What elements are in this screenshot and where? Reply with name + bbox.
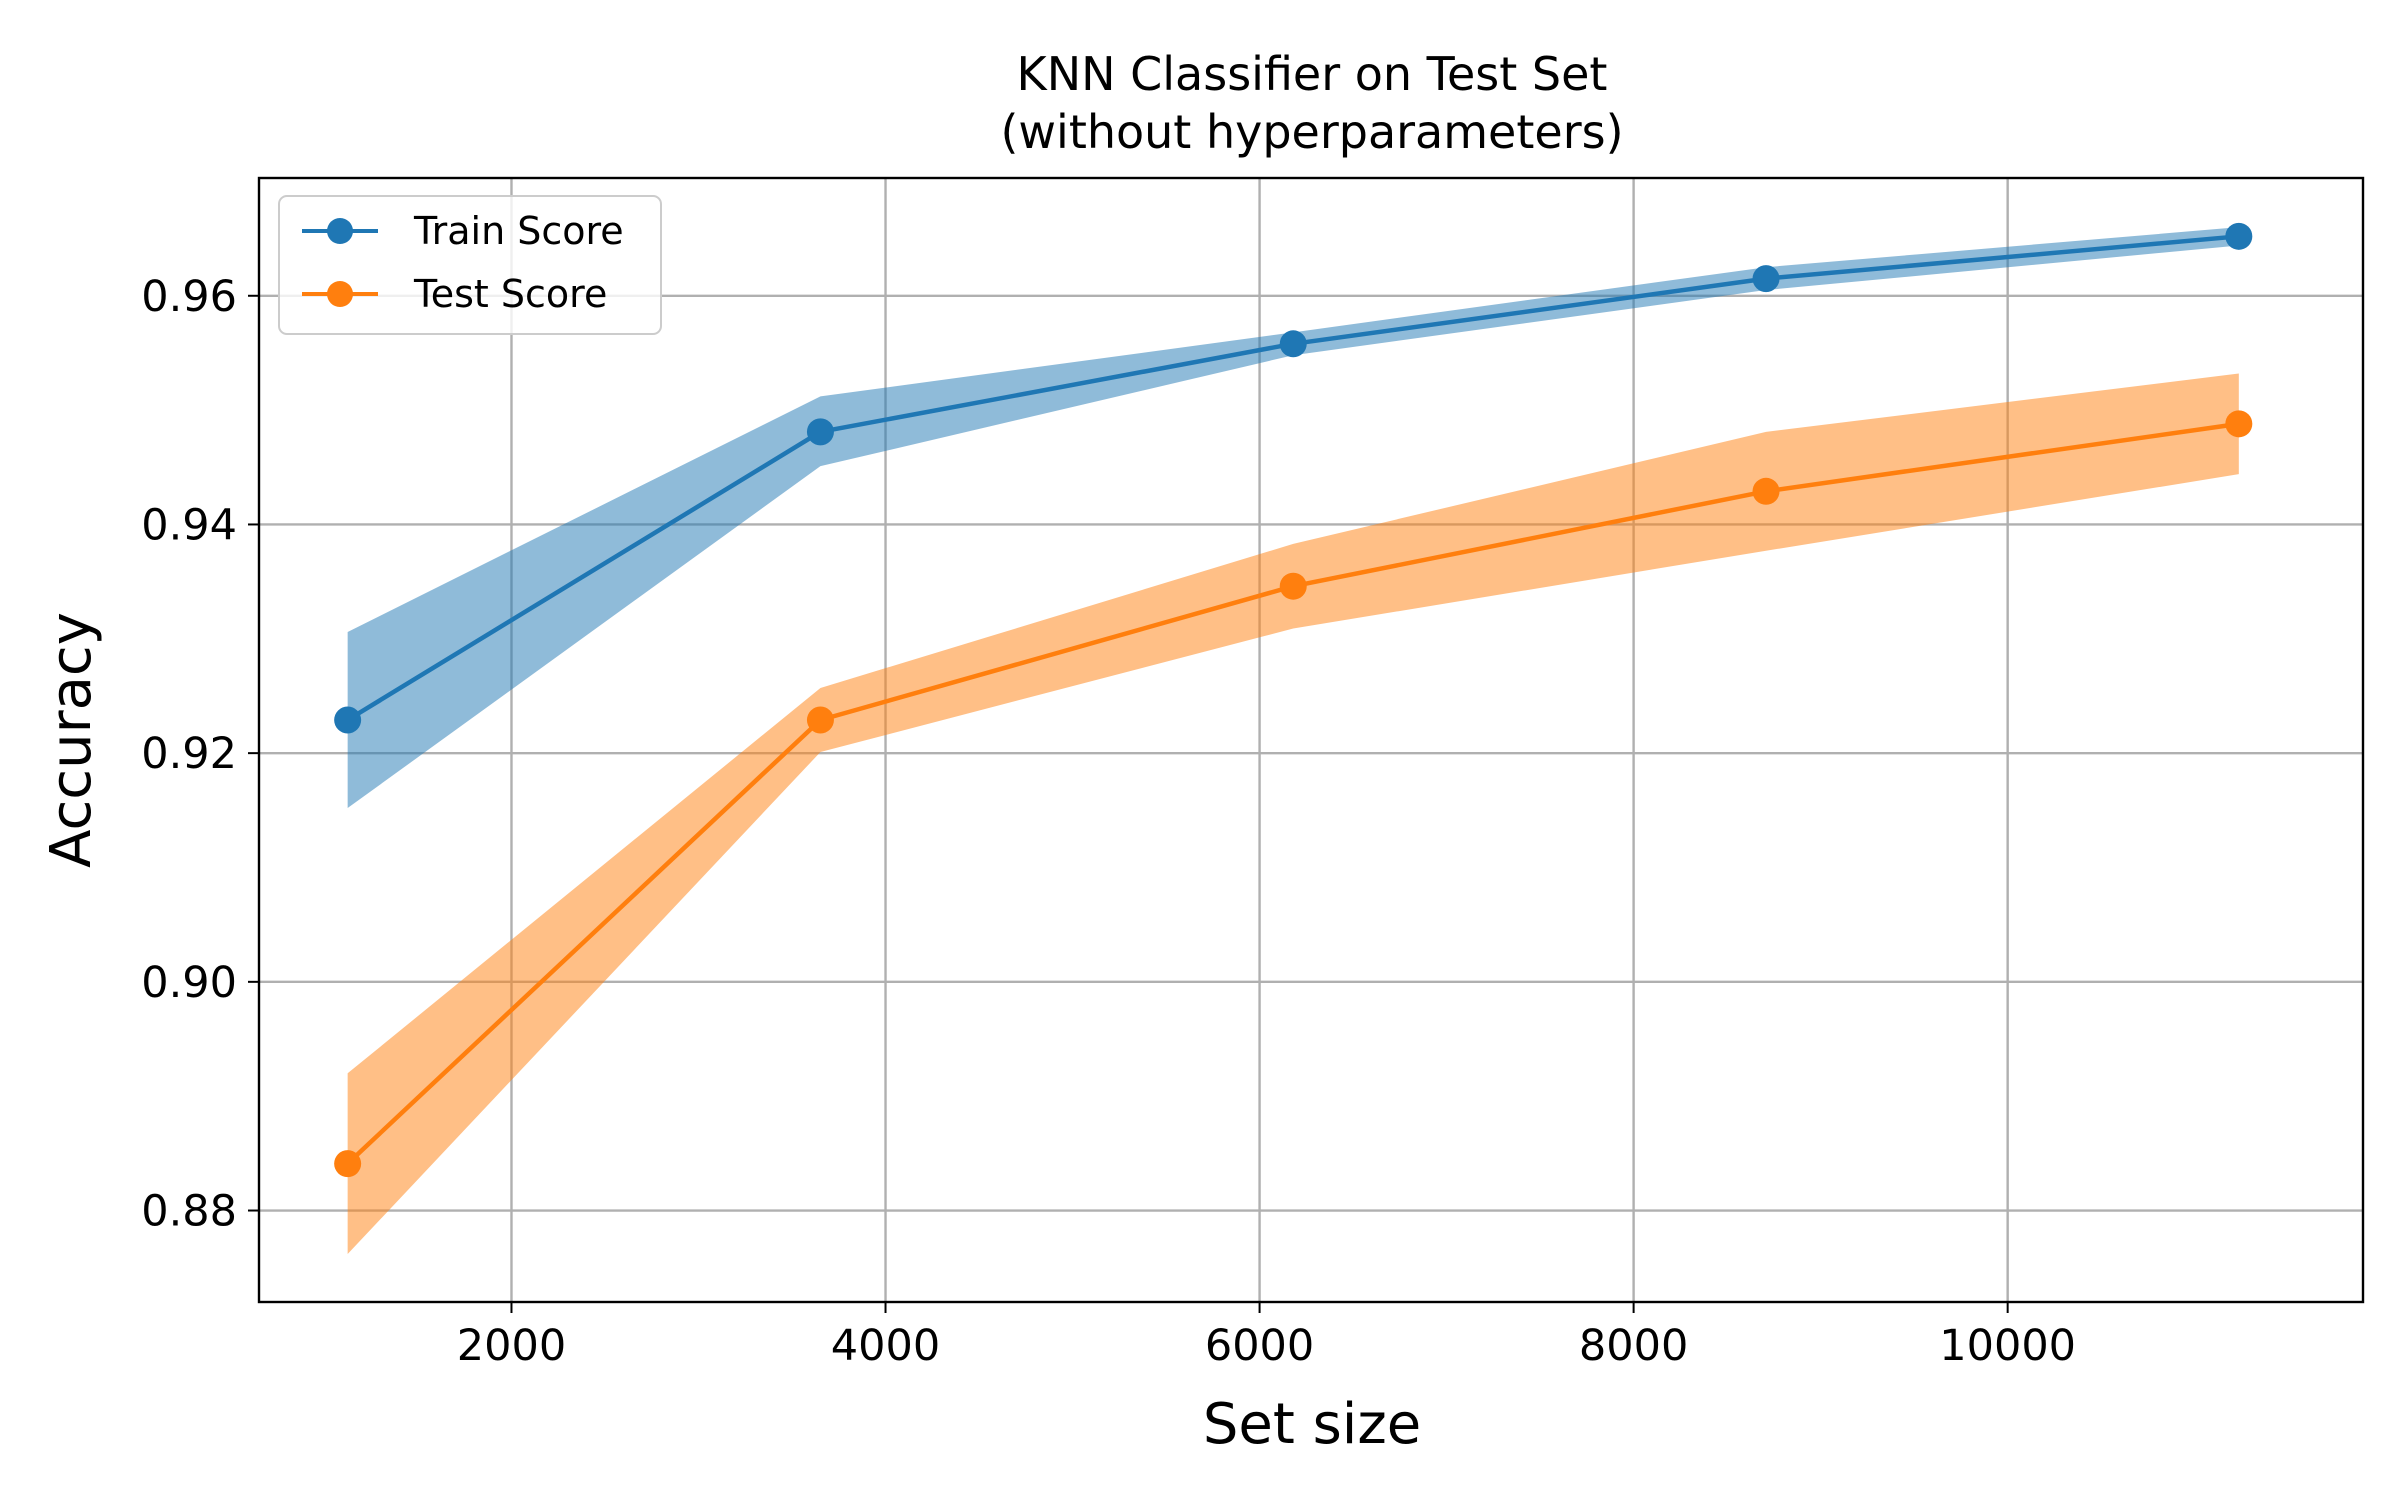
chart-title-line-2: (without hyperparameters) <box>1000 105 1623 159</box>
train-score-point <box>806 418 834 446</box>
legend-marker-test <box>327 281 353 307</box>
test-score-point <box>806 706 834 734</box>
y-axis-label: Accuracy <box>39 612 104 868</box>
y-tick-label: 0.92 <box>141 729 237 779</box>
legend: Train Score Test Score <box>278 195 662 335</box>
y-tick-label: 0.96 <box>141 272 237 322</box>
test-score-point <box>2225 410 2253 438</box>
train-score-point <box>1279 330 1307 358</box>
test-score-band <box>347 373 2239 1254</box>
train-score-point <box>2225 222 2253 250</box>
x-tick-label: 2000 <box>457 1321 566 1371</box>
series-points <box>334 222 2253 1178</box>
test-score-point <box>334 1150 362 1178</box>
x-tick-label: 10000 <box>1939 1321 2076 1371</box>
train-score-point <box>334 706 362 734</box>
test-score-point <box>1752 477 1780 505</box>
y-axis-ticks: 0.88 0.90 0.92 0.94 0.96 <box>141 272 259 1237</box>
x-tick-label: 6000 <box>1205 1321 1314 1371</box>
y-tick-label: 0.88 <box>141 1187 237 1237</box>
chart-title-line-1: KNN Classifier on Test Set <box>1017 47 1608 101</box>
x-axis-ticks: 2000 4000 6000 8000 10000 <box>457 1302 2076 1371</box>
test-score-point <box>1279 572 1307 600</box>
y-tick-label: 0.90 <box>141 958 237 1008</box>
x-tick-label: 4000 <box>831 1321 940 1371</box>
plot-frame <box>257 176 2365 1304</box>
legend-label-test: Test Score <box>413 272 607 316</box>
legend-marker-train <box>327 218 353 244</box>
y-tick-label: 0.94 <box>141 500 237 550</box>
legend-label-train: Train Score <box>413 209 624 253</box>
x-axis-label: Set size <box>1203 1392 1421 1457</box>
train-score-point <box>1752 265 1780 293</box>
x-tick-label: 8000 <box>1579 1321 1688 1371</box>
